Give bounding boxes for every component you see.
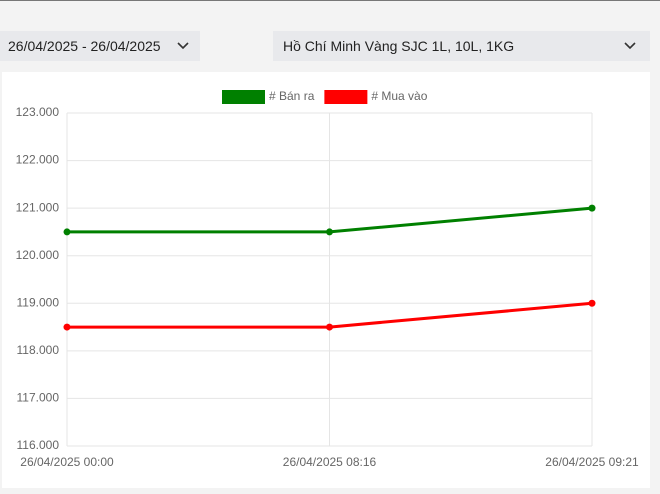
data-point bbox=[326, 323, 333, 331]
data-point bbox=[63, 323, 71, 331]
data-point bbox=[63, 228, 71, 236]
location-select[interactable]: Hồ Chí Minh Vàng SJC 1L, 10L, 1KG bbox=[273, 31, 650, 61]
chevron-icon bbox=[177, 42, 189, 50]
y-tick-label: 117.000 bbox=[17, 391, 60, 405]
y-tick-label: 119.000 bbox=[17, 295, 60, 309]
date-range-text: 26/04/2025 - 26/04/2025 bbox=[8, 38, 161, 54]
top-border bbox=[0, 0, 660, 1]
x-tick-label: 26/04/2025 09:21 bbox=[545, 455, 639, 469]
legend-swatch bbox=[324, 90, 368, 104]
y-tick-label: 122.000 bbox=[16, 153, 60, 167]
data-point bbox=[588, 299, 596, 307]
y-tick-label: 120.000 bbox=[16, 248, 60, 262]
chevron-icon bbox=[624, 42, 636, 50]
y-tick-label: 116.000 bbox=[17, 438, 60, 452]
legend-label: # Mua vào bbox=[371, 89, 427, 103]
data-point bbox=[326, 228, 333, 236]
legend-label: # Bán ra bbox=[269, 89, 315, 103]
data-point bbox=[588, 204, 596, 212]
x-tick-label: 26/04/2025 00:00 bbox=[20, 455, 114, 469]
chart: 116.000 117.000 118.000 119.000 120.000 121.0… bbox=[16, 89, 639, 469]
date-picker[interactable]: 26/04/2025 - 26/04/2025 bbox=[0, 31, 200, 61]
y-tick-label: 123.000 bbox=[16, 105, 60, 119]
legend-swatch bbox=[222, 90, 265, 104]
x-tick-label: 26/04/2025 08:16 bbox=[283, 455, 377, 469]
location-text: Hồ Chí Minh Vàng SJC 1L, 10L, 1KG bbox=[283, 38, 515, 54]
y-tick-label: 118.000 bbox=[17, 343, 60, 357]
chart-panel: 116.000 117.000 118.000 119.000 120.000 121.0… bbox=[2, 72, 650, 488]
y-tick-label: 121.000 bbox=[16, 200, 60, 214]
